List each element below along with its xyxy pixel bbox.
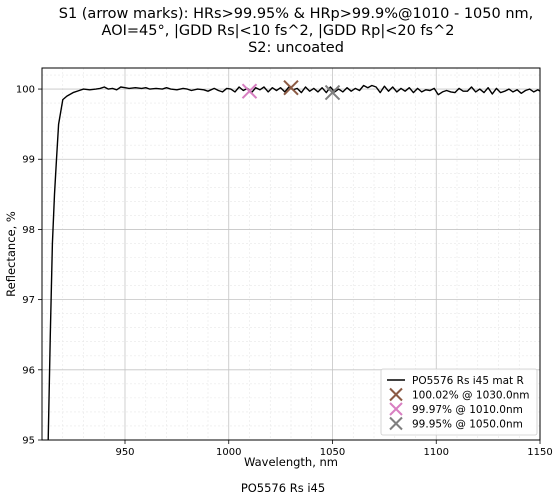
- marker-layer: [241, 79, 341, 101]
- legend-entry-label: 99.95% @ 1050.0nm: [412, 419, 523, 431]
- legend-marker-swatch: [389, 387, 403, 402]
- legend-entry-label: 100.02% @ 1030.0nm: [412, 390, 530, 402]
- data-marker-x: [241, 83, 258, 99]
- series-line: [47, 84, 541, 441]
- x-tick-label: 1100: [424, 447, 449, 458]
- legend-entry-label: 99.97% @ 1010.0nm: [412, 404, 523, 416]
- x-axis-ticks: 950 1000 1050 1100 1150: [115, 440, 553, 458]
- y-tick-label: 100: [16, 85, 35, 96]
- chart-title: S1 (arrow marks): HRs>99.95% & HRp>99.9%…: [59, 6, 534, 56]
- x-tick-label: 1050: [320, 447, 345, 458]
- y-tick-label: 97: [22, 295, 35, 306]
- y-tick-label: 95: [22, 436, 35, 447]
- y-axis-label: Reflectance, %: [4, 211, 18, 297]
- legend-box: [380, 368, 538, 436]
- legend-marker-swatch: [389, 402, 403, 416]
- x-tick-label: 1000: [216, 447, 241, 458]
- x-tick-label: 1150: [527, 447, 552, 458]
- legend-marker-swatch: [389, 416, 403, 431]
- x-tick-label: 950: [115, 447, 134, 458]
- figure-footer-label: PO5576 Rs i45: [241, 481, 325, 495]
- data-marker-x: [283, 79, 299, 96]
- y-tick-label: 98: [22, 225, 35, 236]
- series-layer: [47, 84, 541, 441]
- title-line-3: S2: uncoated: [248, 40, 344, 56]
- y-tick-label: 99: [22, 155, 35, 166]
- data-marker-x: [324, 84, 341, 101]
- minor-grid: [41, 68, 540, 440]
- title-line-1: S1 (arrow marks): HRs>99.95% & HRp>99.9%…: [59, 6, 534, 22]
- plot-area-frame: [41, 67, 541, 441]
- x-axis-label: Wavelength, nm: [244, 455, 338, 469]
- legend-entry-label: PO5576 Rs i45 mat R: [412, 375, 524, 387]
- y-tick-label: 96: [22, 365, 35, 376]
- chart-legend: PO5576 Rs i45 mat R 100.02% @ 1030.0nm 99.…: [380, 368, 538, 436]
- y-axis-ticks: 95 96 97 98 99 100: [16, 85, 42, 447]
- title-line-2: AOI=45°, |GDD Rs|<10 fs^2, |GDD Rp|<20 f…: [102, 23, 455, 39]
